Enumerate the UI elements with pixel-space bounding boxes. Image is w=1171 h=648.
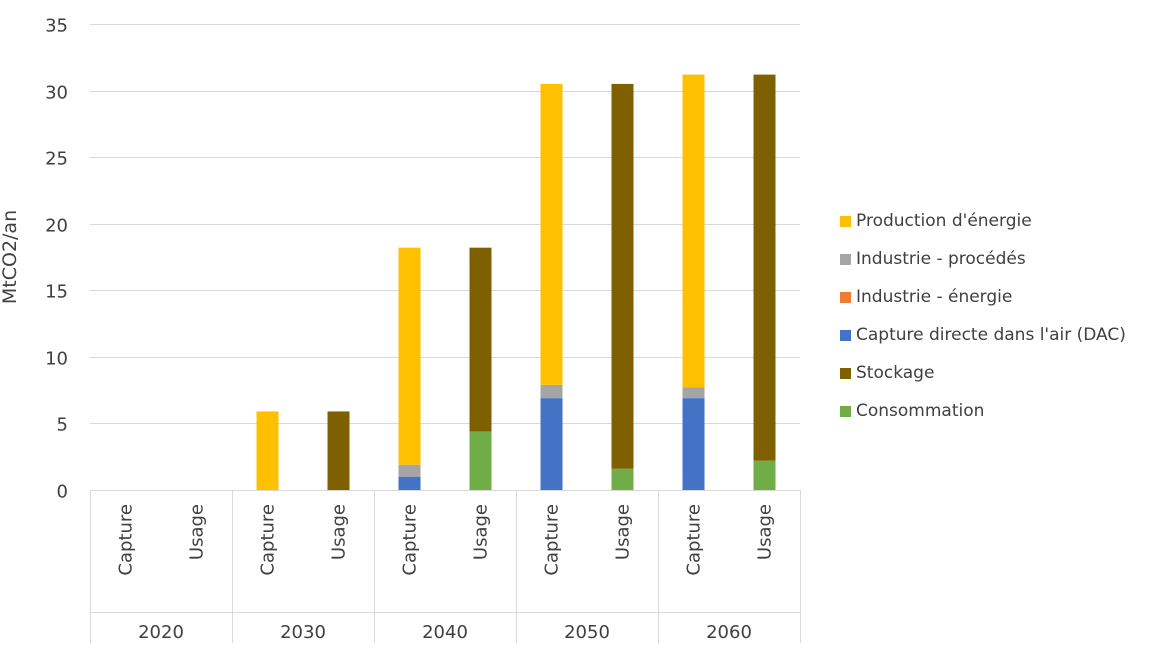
bar-segment bbox=[682, 398, 705, 490]
legend-swatch bbox=[840, 253, 851, 265]
y-tick-label: 25 bbox=[45, 149, 68, 170]
legend-swatch bbox=[840, 215, 851, 227]
chart-legend: Production d'énergie Industrie - procédés… bbox=[840, 202, 1170, 430]
bar-segment bbox=[682, 387, 705, 399]
bar-segment bbox=[682, 74, 705, 388]
bar-segment bbox=[753, 460, 776, 490]
legend-item: Production d'énergie bbox=[840, 202, 1170, 240]
bar-segment bbox=[611, 83, 634, 469]
y-tick-label: 15 bbox=[45, 282, 68, 303]
legend-item: Consommation bbox=[840, 392, 1170, 430]
legend-swatch bbox=[840, 405, 851, 417]
legend-swatch bbox=[840, 367, 851, 379]
x-tick-label: Capture bbox=[542, 504, 563, 576]
bar-segment bbox=[469, 431, 492, 490]
legend-item: Industrie - énergie bbox=[840, 278, 1170, 316]
group-label: 2030 bbox=[280, 622, 326, 643]
bar-segment bbox=[398, 464, 421, 477]
group-label: 2020 bbox=[138, 622, 184, 643]
x-tick-label: Usage bbox=[187, 504, 208, 560]
y-axis-label: MtCO2/an bbox=[0, 210, 21, 304]
bar-segment bbox=[540, 398, 563, 490]
bar-segment bbox=[327, 411, 350, 490]
group-label: 2050 bbox=[564, 622, 610, 643]
bar-segment bbox=[611, 468, 634, 490]
legend-label: Production d'énergie bbox=[856, 211, 1032, 231]
legend-item: Stockage bbox=[840, 354, 1170, 392]
legend-label: Stockage bbox=[856, 363, 935, 383]
y-tick-label: 10 bbox=[45, 349, 68, 370]
bar-segment bbox=[540, 83, 563, 385]
x-tick-label: Usage bbox=[613, 504, 634, 560]
group-label: 2060 bbox=[706, 622, 752, 643]
legend-label: Capture directe dans l'air (DAC) bbox=[856, 325, 1126, 345]
legend-label: Industrie - procédés bbox=[856, 249, 1026, 269]
y-tick-label: 0 bbox=[57, 482, 68, 503]
x-tick-label: Capture bbox=[116, 504, 137, 576]
legend-label: Industrie - énergie bbox=[856, 287, 1013, 307]
x-tick-label: Capture bbox=[258, 504, 279, 576]
x-tick-label: Usage bbox=[755, 504, 776, 560]
bar-segment bbox=[398, 247, 421, 465]
bar-segment bbox=[256, 411, 279, 490]
x-tick-label: Capture bbox=[400, 504, 421, 576]
bar-segment bbox=[398, 476, 421, 490]
x-tick-label: Usage bbox=[471, 504, 492, 560]
y-tick-label: 30 bbox=[45, 83, 68, 104]
x-tick-label: Usage bbox=[329, 504, 350, 560]
group-label: 2040 bbox=[422, 622, 468, 643]
legend-swatch bbox=[840, 329, 851, 341]
legend-swatch bbox=[840, 291, 851, 303]
legend-item: Industrie - procédés bbox=[840, 240, 1170, 278]
legend-label: Consommation bbox=[856, 401, 985, 421]
bar-segment bbox=[540, 384, 563, 399]
legend-item: Capture directe dans l'air (DAC) bbox=[840, 316, 1170, 354]
x-tick-label: Capture bbox=[684, 504, 705, 576]
bar-segment bbox=[469, 247, 492, 432]
y-tick-label: 5 bbox=[57, 415, 68, 436]
y-tick-label: 20 bbox=[45, 216, 68, 237]
y-tick-label: 35 bbox=[45, 16, 68, 37]
bar-segment bbox=[753, 74, 776, 461]
